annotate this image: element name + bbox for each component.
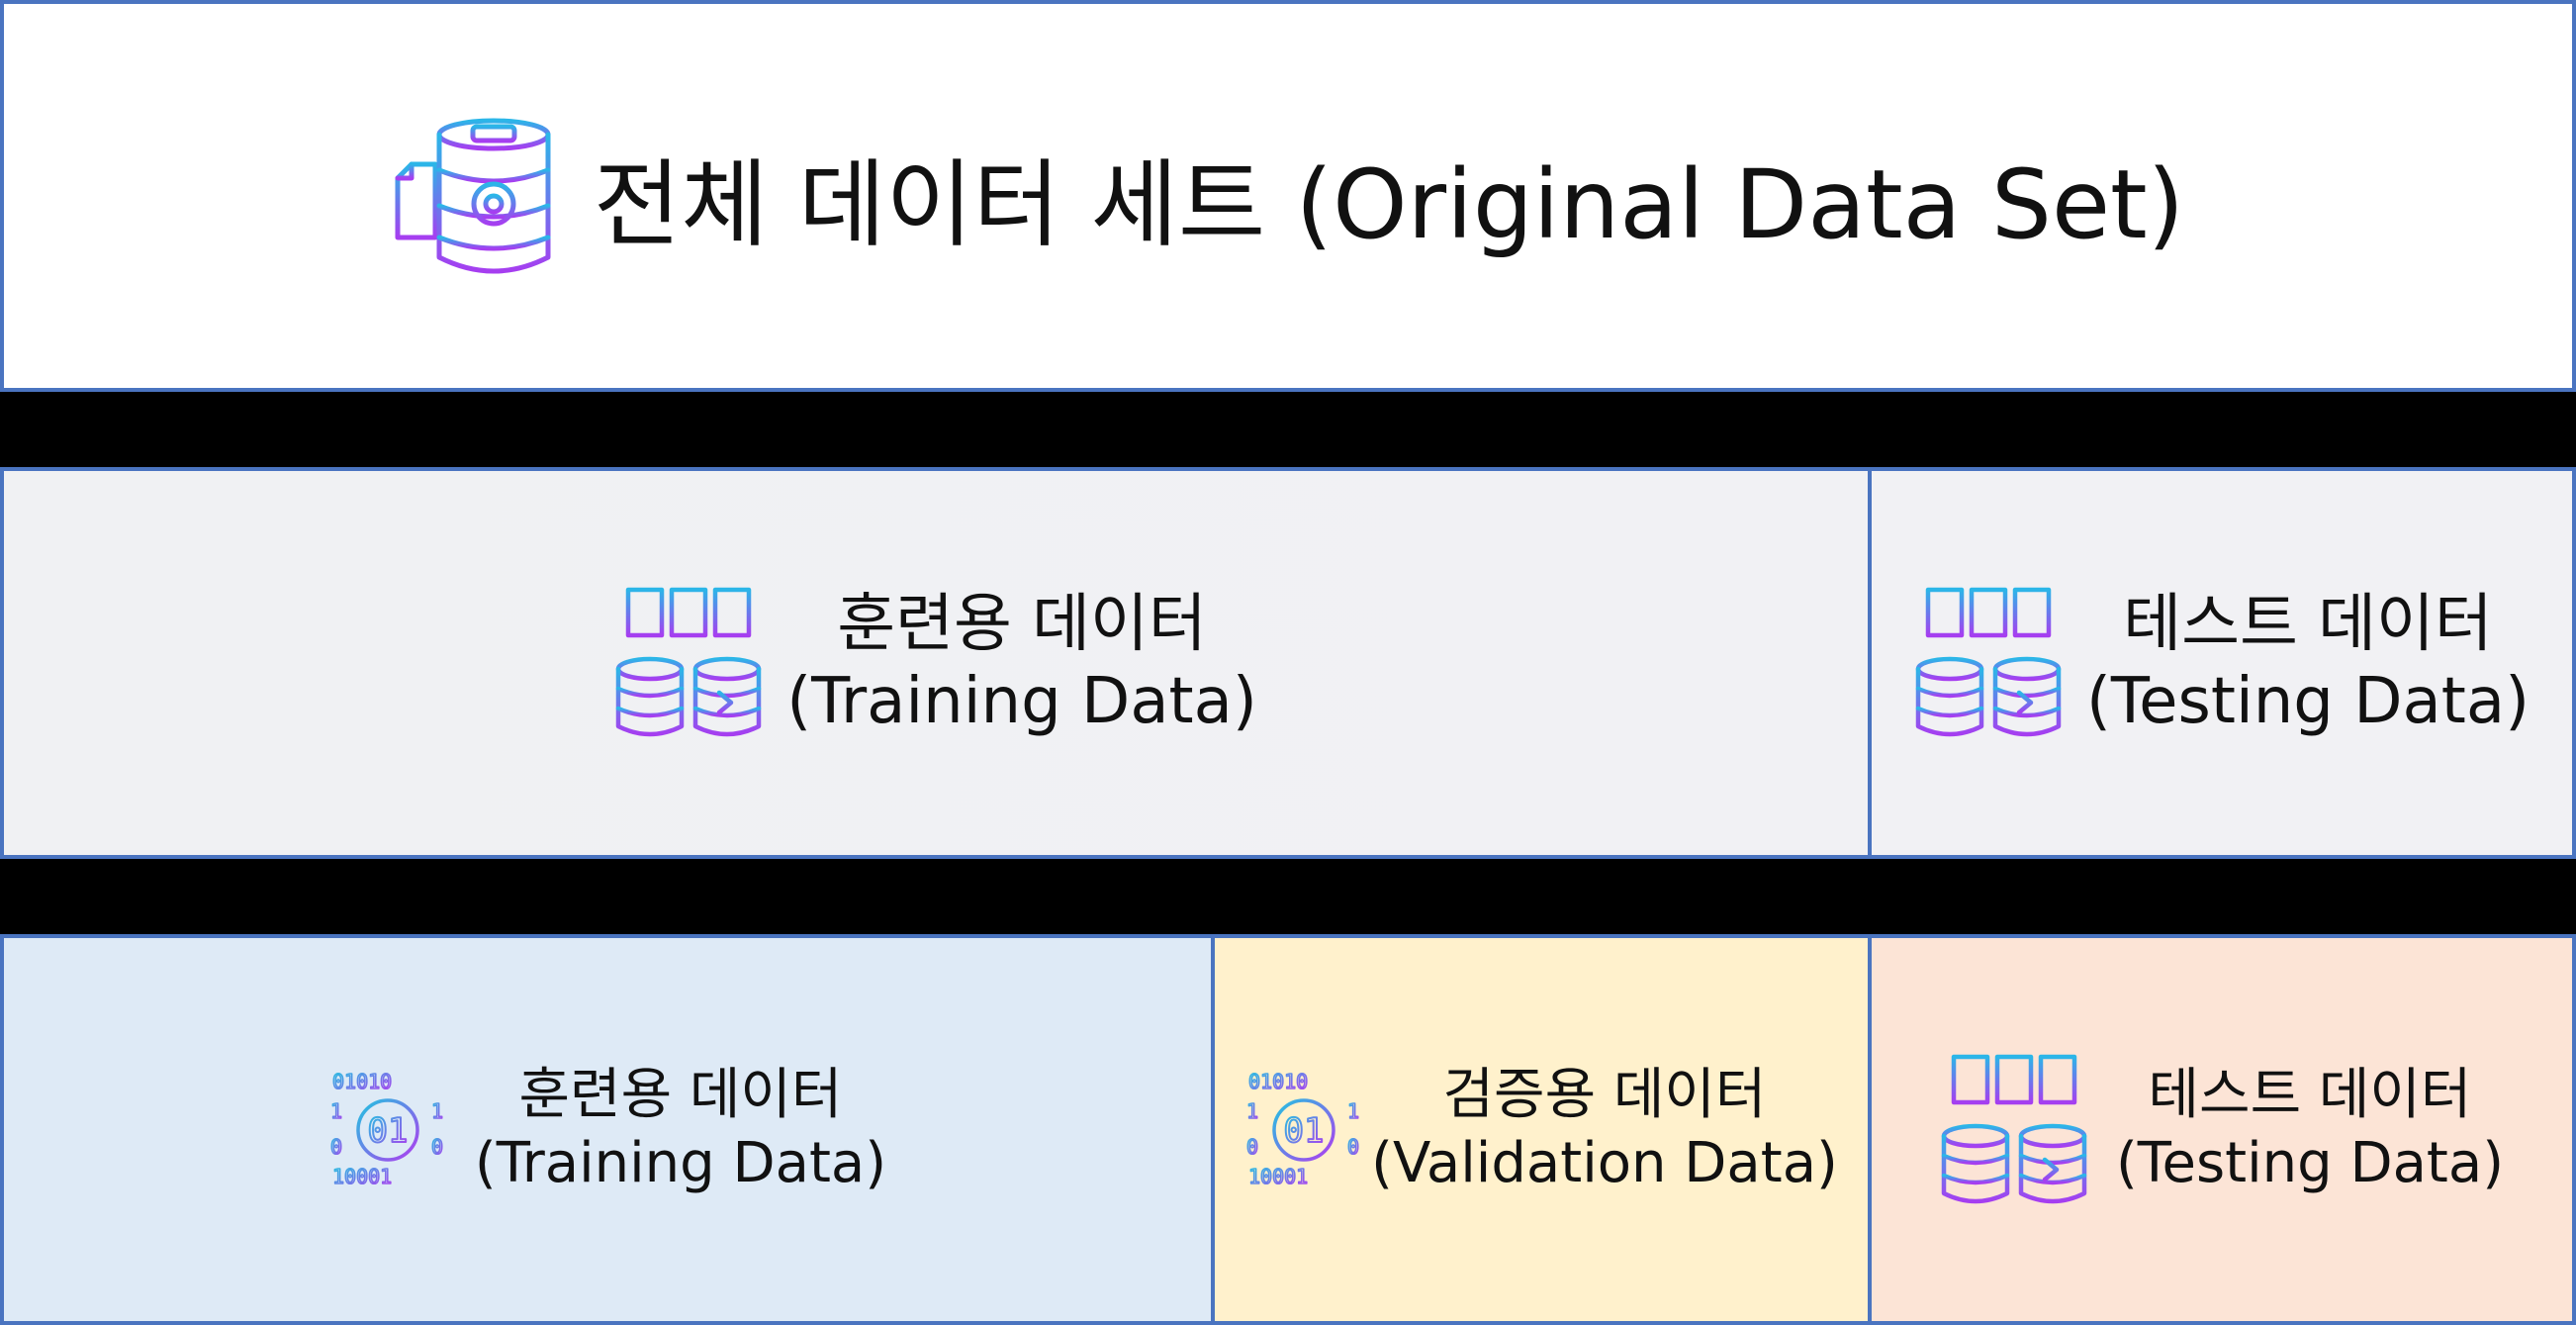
testing-data-label-ko: 테스트 데이터 — [2148, 1063, 2472, 1128]
validation-data-label: 검증용 데이터 (Validation Data) — [1371, 1062, 1838, 1197]
svg-text:1: 1 — [330, 1099, 342, 1123]
testing-data-panel: 테스트 데이터 (Testing Data) — [1868, 934, 2576, 1325]
training-data-label-ko: 훈련용 데이터 — [518, 1063, 843, 1128]
server-database-transfer-icon — [1940, 1051, 2088, 1209]
testing-data-label-en: (Testing Data) — [2115, 1130, 2505, 1195]
svg-text:01: 01 — [1284, 1111, 1325, 1151]
svg-text:0: 0 — [1347, 1135, 1359, 1159]
testing-data-panel: 테스트 데이터 (Testing Data) — [1868, 467, 2576, 859]
server-database-transfer-icon — [614, 584, 763, 742]
original-data-set-title: 전체 데이터 세트 (Original Data Set) — [593, 148, 2185, 260]
svg-text:0: 0 — [431, 1135, 443, 1159]
binary-data-icon: 01 01010 10001 1 0 1 0 — [1244, 1071, 1363, 1189]
svg-text:10001: 10001 — [332, 1165, 392, 1188]
svg-text:01010: 01010 — [332, 1071, 392, 1093]
svg-text:01010: 01010 — [1248, 1071, 1308, 1093]
training-data-panel: 훈련용 데이터 (Training Data) — [0, 467, 1872, 859]
training-data-label: 훈련용 데이터 (Training Data) — [786, 586, 1257, 740]
svg-text:1: 1 — [1347, 1099, 1359, 1123]
svg-text:1: 1 — [431, 1099, 443, 1123]
training-data-label-en: (Training Data) — [474, 1130, 887, 1195]
training-data-label: 훈련용 데이터 (Training Data) — [475, 1062, 886, 1197]
svg-text:1: 1 — [1246, 1099, 1258, 1123]
svg-text:10001: 10001 — [1248, 1165, 1308, 1188]
validation-data-label-en: (Validation Data) — [1371, 1130, 1838, 1195]
svg-text:01: 01 — [367, 1111, 408, 1151]
training-data-panel: 01 01010 10001 1 0 1 0 훈련용 데이터 (Training… — [0, 934, 1215, 1325]
original-data-set-panel: 전체 데이터 세트 (Original Data Set) — [0, 0, 2576, 392]
validation-data-panel: 01 01010 10001 1 0 1 0 검증용 데이터 (Validati… — [1211, 934, 1872, 1325]
training-data-label-ko: 훈련용 데이터 — [837, 587, 1207, 661]
testing-data-label: 테스트 데이터 (Testing Data) — [2116, 1062, 2504, 1197]
testing-data-label-ko: 테스트 데이터 — [2123, 587, 2493, 661]
training-data-label-en: (Training Data) — [786, 665, 1257, 738]
server-database-transfer-icon — [1914, 584, 2063, 742]
validation-data-label-ko: 검증용 데이터 — [1442, 1063, 1767, 1128]
svg-text:0: 0 — [330, 1135, 342, 1159]
testing-data-label: 테스트 데이터 (Testing Data) — [2086, 586, 2530, 740]
database-gear-icon — [392, 115, 554, 277]
binary-data-icon: 01 01010 10001 1 0 1 0 — [328, 1071, 447, 1189]
testing-data-label-en: (Testing Data) — [2085, 665, 2530, 738]
svg-text:0: 0 — [1246, 1135, 1258, 1159]
